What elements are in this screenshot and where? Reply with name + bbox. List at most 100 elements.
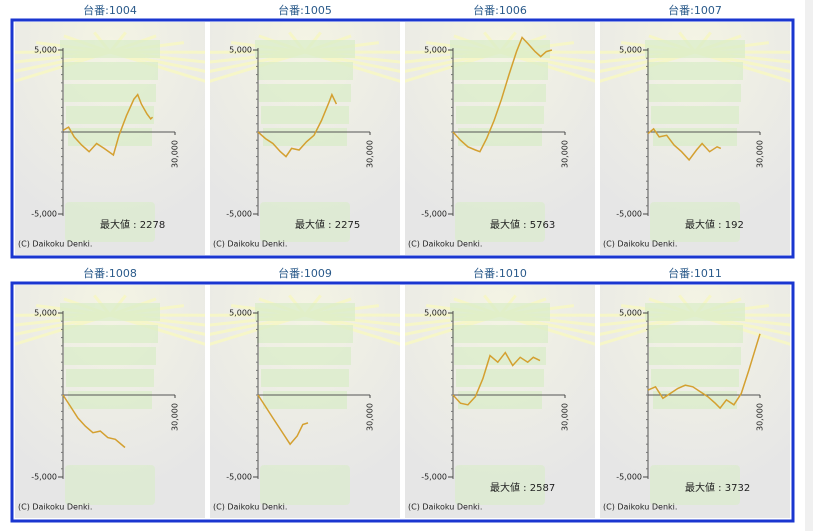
x-tick-label: 30,000 [171, 403, 180, 431]
panel-title: 台番:1004 [83, 3, 137, 17]
deco-box [60, 40, 160, 58]
ray [304, 313, 400, 346]
deco-box [259, 84, 351, 102]
x-tick-label: 30,000 [756, 140, 765, 168]
panel: 5,000 -5,000 30,000 最大値 : 192 (C) Daikoku De… [600, 22, 790, 255]
max-value: 最大値 : 2278 [100, 218, 165, 231]
panel-title: 台番:1005 [278, 3, 332, 17]
panel-title: 台番:1009 [278, 266, 332, 280]
ray [109, 50, 205, 83]
deco-box [647, 62, 743, 80]
panel: 5,000 -5,000 30,000 (C) Daikoku Denki. [15, 285, 205, 518]
panel-title: 台番:1008 [83, 266, 137, 280]
panel-title: 台番:1011 [668, 266, 722, 280]
deco-box [651, 369, 739, 387]
data-line [647, 127, 722, 162]
y-tick-label: 5,000 [424, 46, 447, 55]
y-tick-label: 5,000 [619, 46, 642, 55]
data-line [62, 93, 154, 157]
deco-box [68, 391, 152, 409]
ray [405, 50, 501, 83]
deco-box [450, 303, 550, 321]
x-tick-label: 30,000 [756, 403, 765, 431]
ray [210, 50, 306, 83]
deco-tray [260, 465, 350, 505]
data-line [647, 333, 761, 410]
ray [499, 313, 595, 346]
deco-box [452, 62, 548, 80]
ray [15, 313, 111, 346]
deco-box [647, 325, 743, 343]
ray [499, 50, 595, 83]
x-tick-label: 30,000 [561, 140, 570, 168]
deco-box [456, 106, 544, 124]
ray [600, 50, 696, 83]
data-line [452, 36, 553, 153]
deco-box [64, 84, 156, 102]
y-tick-label: 5,000 [229, 46, 252, 55]
deco-tray [65, 202, 155, 242]
x-tick-label: 30,000 [366, 140, 375, 168]
max-value: 最大値 : 192 [685, 218, 744, 231]
y-tick-label: 5,000 [424, 309, 447, 318]
panel: 5,000 -5,000 30,000 最大値 : 2278 (C) Daikoku D… [15, 22, 205, 255]
deco-box [645, 303, 745, 321]
ray [210, 313, 306, 346]
deco-box [458, 391, 542, 409]
y-tick-label: -5,000 [421, 473, 447, 482]
panel-title: 台番:1010 [473, 266, 527, 280]
max-value: 最大値 : 2587 [490, 481, 555, 494]
panel: 5,000 -5,000 30,000 最大値 : 3732 (C) Daikoku D… [600, 285, 790, 518]
deco-tray [65, 465, 155, 505]
deco-box [454, 347, 546, 365]
x-tick-label: 30,000 [561, 403, 570, 431]
data-line [257, 394, 309, 446]
copyright: (C) Daikoku Denki. [603, 503, 677, 512]
deco-box [255, 303, 355, 321]
copyright: (C) Daikoku Denki. [18, 240, 92, 249]
y-tick-label: -5,000 [421, 210, 447, 219]
deco-box [62, 325, 158, 343]
ray [15, 50, 111, 83]
max-value: 最大値 : 2275 [295, 218, 360, 231]
deco-box [653, 391, 737, 409]
max-value: 最大値 : 5763 [490, 218, 555, 231]
y-tick-label: 5,000 [229, 309, 252, 318]
panel: 5,000 -5,000 30,000 最大値 : 2275 (C) Daikoku D… [210, 22, 400, 255]
y-tick-label: -5,000 [616, 473, 642, 482]
y-tick-label: -5,000 [226, 210, 252, 219]
deco-box [450, 40, 550, 58]
data-line [62, 394, 126, 449]
copyright: (C) Daikoku Denki. [408, 240, 482, 249]
deco-box [458, 128, 542, 146]
row-frame [10, 281, 795, 523]
copyright: (C) Daikoku Denki. [603, 240, 677, 249]
ray [694, 50, 790, 83]
deco-box [261, 106, 349, 124]
copyright: (C) Daikoku Denki. [213, 240, 287, 249]
deco-box [64, 347, 156, 365]
x-tick-label: 30,000 [171, 140, 180, 168]
deco-box [645, 40, 745, 58]
y-tick-label: 5,000 [619, 309, 642, 318]
deco-box [263, 391, 347, 409]
data-line [452, 351, 541, 406]
y-tick-label: -5,000 [226, 473, 252, 482]
copyright: (C) Daikoku Denki. [213, 503, 287, 512]
deco-box [60, 303, 160, 321]
deco-box [456, 369, 544, 387]
scrollbar [805, 0, 813, 531]
panel-title: 台番:1006 [473, 3, 527, 17]
x-tick-label: 30,000 [366, 403, 375, 431]
panel: 5,000 -5,000 30,000 最大値 : 5763 (C) Daikoku D… [405, 22, 595, 255]
panel-title: 台番:1007 [668, 3, 722, 17]
deco-tray [455, 202, 545, 242]
deco-box [259, 347, 351, 365]
deco-box [651, 106, 739, 124]
y-tick-label: 5,000 [34, 309, 57, 318]
deco-box [649, 347, 741, 365]
data-line [257, 92, 338, 158]
deco-tray [650, 465, 740, 505]
ray [304, 50, 400, 83]
